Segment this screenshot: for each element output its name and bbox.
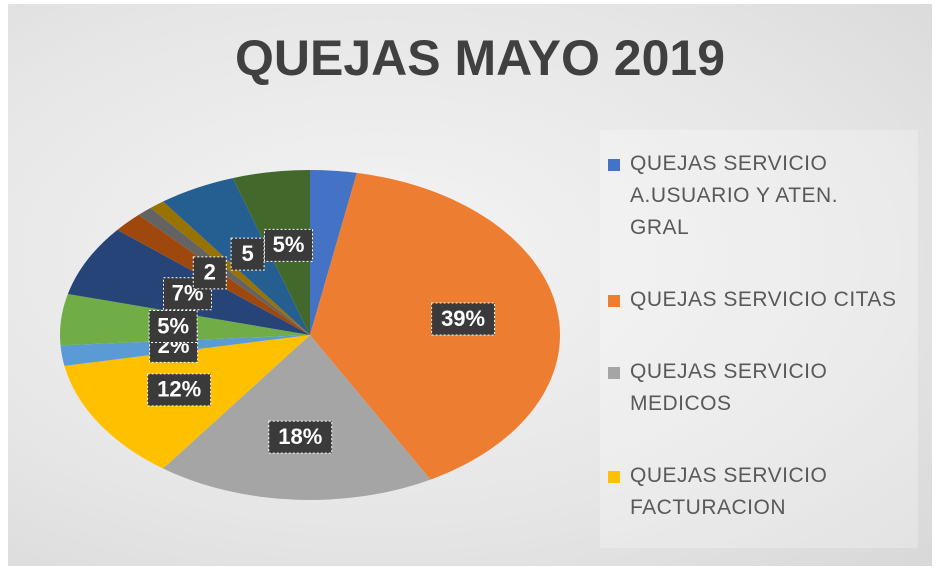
legend: QUEJAS SERVICIO A.USUARIO Y ATEN. GRAL QU…: [600, 130, 918, 548]
data-label: 39%: [441, 306, 485, 331]
data-label-box: [192, 256, 227, 290]
legend-label: QUEJAS SERVICIO FACTURACION: [630, 464, 828, 519]
data-label: 5: [241, 241, 253, 266]
legend-item: QUEJAS SERVICIO A.USUARIO Y ATEN. GRAL: [608, 148, 900, 244]
pie-slice: [163, 335, 431, 500]
legend-swatch: [608, 295, 620, 307]
data-label: 2: [204, 260, 216, 285]
data-label-box: [147, 373, 212, 407]
legend-swatch: [608, 159, 620, 171]
legend-swatch: [608, 367, 620, 379]
legend-item: QUEJAS SERVICIO FACTURACION: [608, 460, 900, 524]
pie-area: QUEJAS MAYO 2019 39%18%12%2%5%7%25 5%: [59, 30, 725, 500]
legend-item: QUEJAS SERVICIO MEDICOS: [608, 356, 900, 420]
data-labels: 39%18%12%2%5%7%25 5%: [147, 228, 496, 454]
pie-slice: [310, 170, 357, 335]
data-label: 5%: [273, 232, 305, 257]
data-label-box: [230, 237, 265, 271]
data-label-box: [148, 309, 198, 343]
chart: QUEJAS MAYO 2019 39% 18% 12% 2% 5% 7% 2 5 5% QUE…: [8, 4, 932, 566]
data-label: 12%: [157, 377, 201, 402]
legend-label: QUEJAS SERVICIO MEDICOS: [630, 360, 828, 415]
data-label: 18%: [278, 424, 322, 449]
legend-swatch: [608, 471, 620, 483]
data-label-box: [431, 302, 496, 336]
legend-label: QUEJAS SERVICIO CITAS: [630, 288, 897, 311]
data-label-box: [263, 228, 313, 262]
chart-title: QUEJAS MAYO 2019: [235, 30, 725, 86]
legend-item: QUEJAS SERVICIO CITAS: [608, 284, 900, 316]
data-label-box: [268, 420, 333, 454]
legend-label: QUEJAS SERVICIO A.USUARIO Y ATEN. GRAL: [630, 152, 839, 239]
data-label: 5%: [157, 313, 189, 338]
pie-slice: [150, 201, 310, 335]
